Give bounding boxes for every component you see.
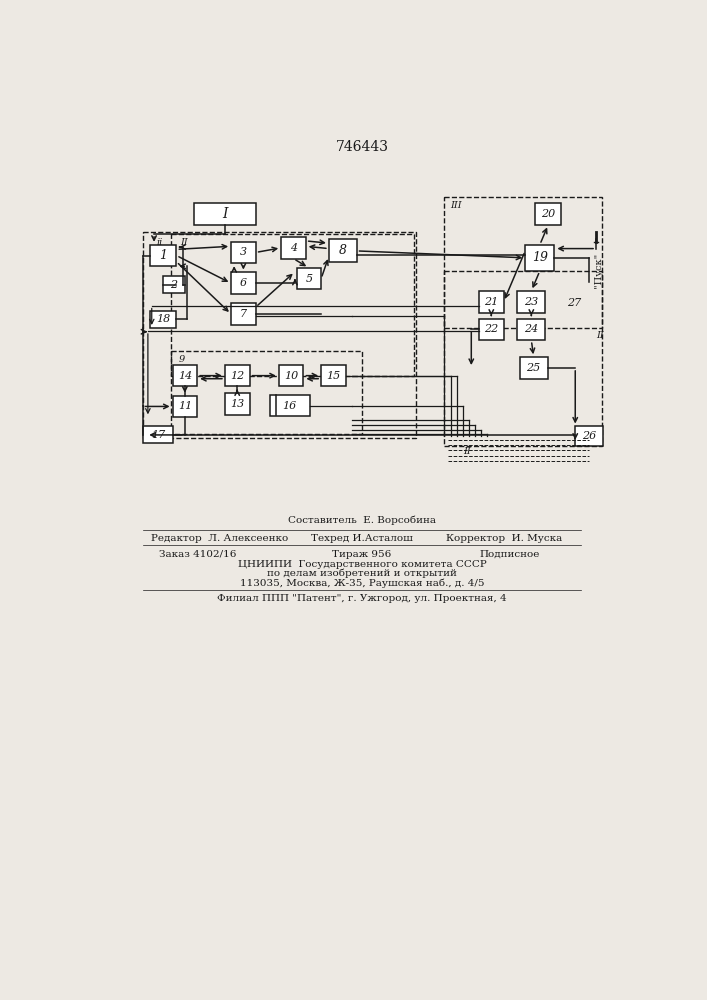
Bar: [269, 395, 310, 416]
Text: 27: 27: [566, 298, 581, 308]
Text: III: III: [450, 201, 462, 210]
Text: 20: 20: [541, 209, 556, 219]
Bar: [535, 203, 561, 225]
Bar: [143, 232, 416, 438]
Bar: [281, 237, 305, 259]
Text: Подписное: Подписное: [479, 550, 540, 559]
Bar: [150, 245, 176, 266]
Text: 10: 10: [284, 371, 298, 381]
Bar: [479, 291, 503, 312]
Bar: [231, 272, 256, 294]
Text: II: II: [464, 447, 472, 456]
Bar: [231, 303, 256, 325]
Text: Редактор  Л. Алексеенко: Редактор Л. Алексеенко: [151, 534, 288, 543]
Bar: [173, 365, 197, 386]
Bar: [171, 234, 414, 376]
Bar: [321, 365, 346, 386]
Text: Заказ 4102/16: Заказ 4102/16: [159, 550, 237, 559]
Text: II: II: [180, 238, 188, 247]
Text: Тираж 956: Тираж 956: [332, 550, 392, 559]
Bar: [525, 245, 554, 271]
Bar: [444, 197, 602, 328]
Text: 23: 23: [524, 297, 539, 307]
Text: Техред И.Асталош: Техред И.Асталош: [311, 534, 413, 543]
Bar: [231, 242, 256, 263]
Text: 18: 18: [156, 314, 170, 324]
Text: 746443: 746443: [335, 140, 388, 154]
Bar: [173, 396, 197, 417]
Bar: [575, 426, 603, 446]
Bar: [225, 365, 250, 386]
Text: ii: ii: [156, 238, 163, 247]
Text: Составитель  Е. Ворсобина: Составитель Е. Ворсобина: [288, 516, 436, 525]
Text: 1: 1: [159, 249, 168, 262]
Text: "Пуск": "Пуск": [594, 253, 603, 288]
Text: 25: 25: [527, 363, 541, 373]
Text: 9: 9: [179, 355, 185, 364]
Text: 26: 26: [582, 431, 596, 441]
Text: 113035, Москва, Ж-35, Раушская наб., д. 4/5: 113035, Москва, Ж-35, Раушская наб., д. …: [240, 578, 484, 588]
Text: 3: 3: [240, 247, 247, 257]
Bar: [518, 291, 545, 312]
Text: 7: 7: [240, 309, 247, 319]
Text: 17: 17: [151, 430, 165, 440]
Text: Филиал ППП "Патент", г. Ужгород, ул. Проектная, 4: Филиал ППП "Патент", г. Ужгород, ул. Про…: [217, 594, 507, 603]
Text: 8: 8: [339, 244, 346, 257]
Text: 19: 19: [532, 251, 548, 264]
Text: по делам изобретений и открытий: по делам изобретений и открытий: [267, 569, 457, 578]
Text: 21: 21: [484, 297, 498, 307]
Bar: [479, 319, 503, 340]
Bar: [163, 276, 185, 293]
Bar: [279, 365, 303, 386]
Bar: [150, 311, 176, 328]
Bar: [329, 239, 356, 262]
Text: 13: 13: [230, 399, 245, 409]
Text: I: I: [222, 207, 228, 221]
Text: 6: 6: [240, 278, 247, 288]
Bar: [225, 393, 250, 415]
Text: 11: 11: [177, 401, 192, 411]
Bar: [518, 319, 545, 340]
Bar: [171, 351, 362, 434]
Bar: [296, 268, 321, 289]
Text: ЦНИИПИ  Государственного комитета СССР: ЦНИИПИ Государственного комитета СССР: [238, 560, 486, 569]
Text: Корректор  И. Муска: Корректор И. Муска: [446, 534, 563, 543]
Text: 4: 4: [290, 243, 297, 253]
Bar: [143, 426, 173, 443]
Bar: [520, 357, 547, 379]
Text: 5: 5: [305, 274, 312, 284]
Text: II: II: [596, 331, 604, 340]
Text: 14: 14: [177, 371, 192, 381]
Text: 2: 2: [170, 280, 177, 290]
Bar: [194, 203, 256, 225]
Text: 22: 22: [484, 324, 498, 334]
Bar: [444, 271, 602, 446]
Text: 16: 16: [283, 401, 297, 411]
Text: 24: 24: [524, 324, 539, 334]
Text: 12: 12: [230, 371, 245, 381]
Text: 15: 15: [327, 371, 341, 381]
